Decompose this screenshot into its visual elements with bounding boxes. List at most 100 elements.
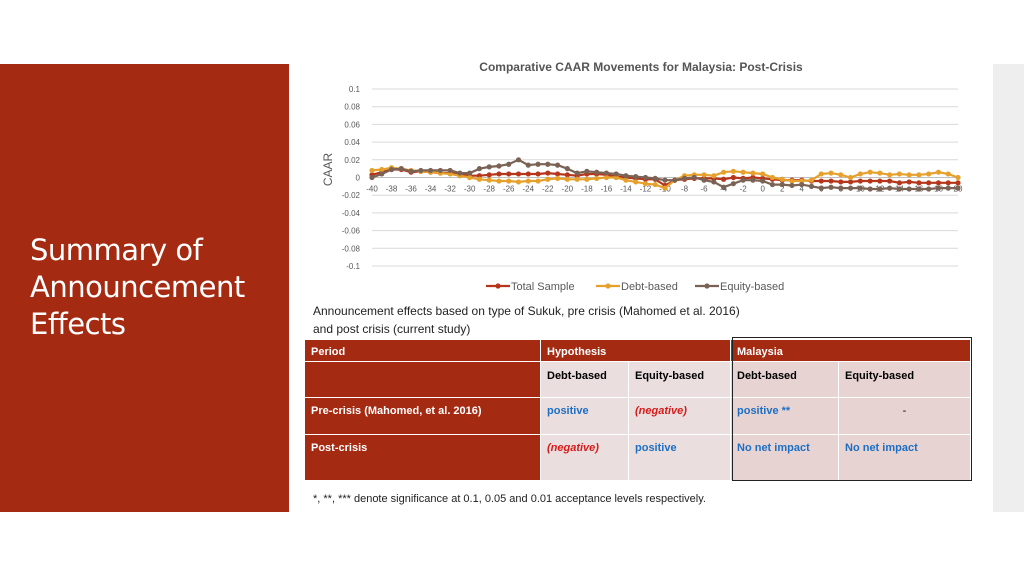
- data-point: [545, 176, 551, 182]
- data-point: [955, 180, 961, 186]
- data-point: [808, 177, 815, 183]
- data-point: [515, 157, 522, 163]
- data-point: [476, 176, 483, 182]
- data-point: [838, 179, 844, 185]
- data-point: [877, 178, 883, 184]
- x-tick-label: -20: [562, 185, 574, 194]
- slide-title-line-3: Effects: [30, 307, 126, 341]
- data-point: [711, 179, 717, 185]
- row-post-crisis-my-debt: No net impact: [731, 435, 839, 481]
- data-point: [515, 171, 522, 177]
- data-point: [652, 175, 658, 181]
- data-point: [847, 179, 854, 185]
- data-point: [867, 186, 873, 192]
- data-point: [388, 166, 395, 173]
- data-point: [721, 169, 727, 175]
- data-point: [642, 174, 649, 181]
- data-point: [457, 170, 463, 176]
- x-tick-label: 0: [760, 185, 765, 194]
- y-tick-label: 0.04: [344, 138, 360, 147]
- data-point: [828, 178, 834, 184]
- x-tick-label: -16: [601, 185, 613, 194]
- data-point: [896, 171, 903, 177]
- data-point: [711, 173, 717, 179]
- y-tick-label: 0.06: [344, 120, 360, 129]
- data-point: [945, 180, 951, 186]
- y-tick-label: 0: [356, 174, 361, 183]
- row-pre-crisis-my-equity: -: [839, 398, 971, 435]
- data-point: [428, 167, 434, 174]
- data-point: [603, 174, 609, 181]
- data-point: [828, 170, 834, 176]
- data-point: [730, 174, 736, 181]
- data-point: [603, 170, 609, 176]
- row-post-crisis-period: Post-crisis: [305, 435, 541, 481]
- data-point: [574, 176, 580, 182]
- data-point: [672, 177, 678, 183]
- data-point: [584, 168, 590, 174]
- data-point: [847, 174, 854, 181]
- data-point: [506, 178, 512, 184]
- table-caption: Announcement effects based on type of Su…: [313, 302, 833, 338]
- x-tick-label: -2: [740, 185, 748, 194]
- data-point: [437, 167, 443, 174]
- row-post-crisis-my-equity: No net impact: [839, 435, 971, 481]
- data-point: [721, 184, 727, 190]
- legend-swatch-marker: [495, 283, 501, 289]
- data-point: [525, 162, 531, 168]
- data-point: [896, 180, 903, 186]
- data-point: [760, 171, 766, 177]
- row-pre-crisis-hyp-debt: positive: [541, 398, 629, 435]
- data-point: [808, 183, 815, 189]
- legend-swatch-marker: [704, 283, 710, 289]
- x-tick-label: -22: [542, 185, 554, 194]
- data-point: [486, 172, 492, 178]
- header-malaysia: Malaysia: [731, 340, 971, 362]
- data-point: [857, 178, 863, 184]
- data-point: [916, 186, 922, 192]
- data-point: [525, 171, 531, 177]
- data-point: [564, 176, 570, 182]
- data-point: [769, 174, 776, 181]
- subheader-malaysia-equity: Equity-based: [839, 362, 971, 398]
- x-tick-label: -12: [640, 185, 652, 194]
- x-tick-label: -34: [425, 185, 437, 194]
- data-point: [554, 175, 561, 181]
- data-point: [379, 171, 385, 177]
- data-point: [887, 185, 893, 191]
- data-point: [662, 177, 668, 183]
- data-point: [496, 171, 502, 177]
- data-point: [564, 166, 570, 172]
- x-tick-label: -30: [464, 185, 476, 194]
- y-tick-label: -0.02: [342, 191, 361, 200]
- data-point: [721, 176, 727, 182]
- data-point: [906, 172, 912, 178]
- data-point: [594, 175, 600, 181]
- slide-title-line-1: Summary of: [30, 233, 203, 267]
- data-point: [642, 181, 649, 187]
- data-point: [369, 167, 375, 174]
- data-point: [467, 174, 473, 181]
- data-point: [691, 174, 697, 181]
- data-point: [506, 161, 512, 167]
- data-point: [730, 181, 736, 187]
- data-point: [945, 185, 951, 191]
- data-point: [935, 180, 942, 186]
- x-tick-label: -18: [581, 185, 593, 194]
- data-point: [554, 162, 561, 168]
- data-point: [799, 181, 805, 188]
- x-tick-label: -38: [386, 185, 398, 194]
- x-tick-label: -32: [444, 185, 456, 194]
- data-point: [779, 176, 785, 182]
- data-point: [789, 178, 795, 184]
- data-point: [398, 166, 404, 172]
- data-point: [496, 178, 502, 184]
- data-point: [877, 170, 883, 176]
- row-post-crisis-hyp-equity: positive: [629, 435, 731, 481]
- x-tick-label: -36: [405, 185, 417, 194]
- data-point: [779, 181, 785, 188]
- data-point: [906, 186, 912, 192]
- data-point: [867, 169, 873, 175]
- data-point: [476, 166, 483, 172]
- header-hypothesis: Hypothesis: [541, 340, 731, 362]
